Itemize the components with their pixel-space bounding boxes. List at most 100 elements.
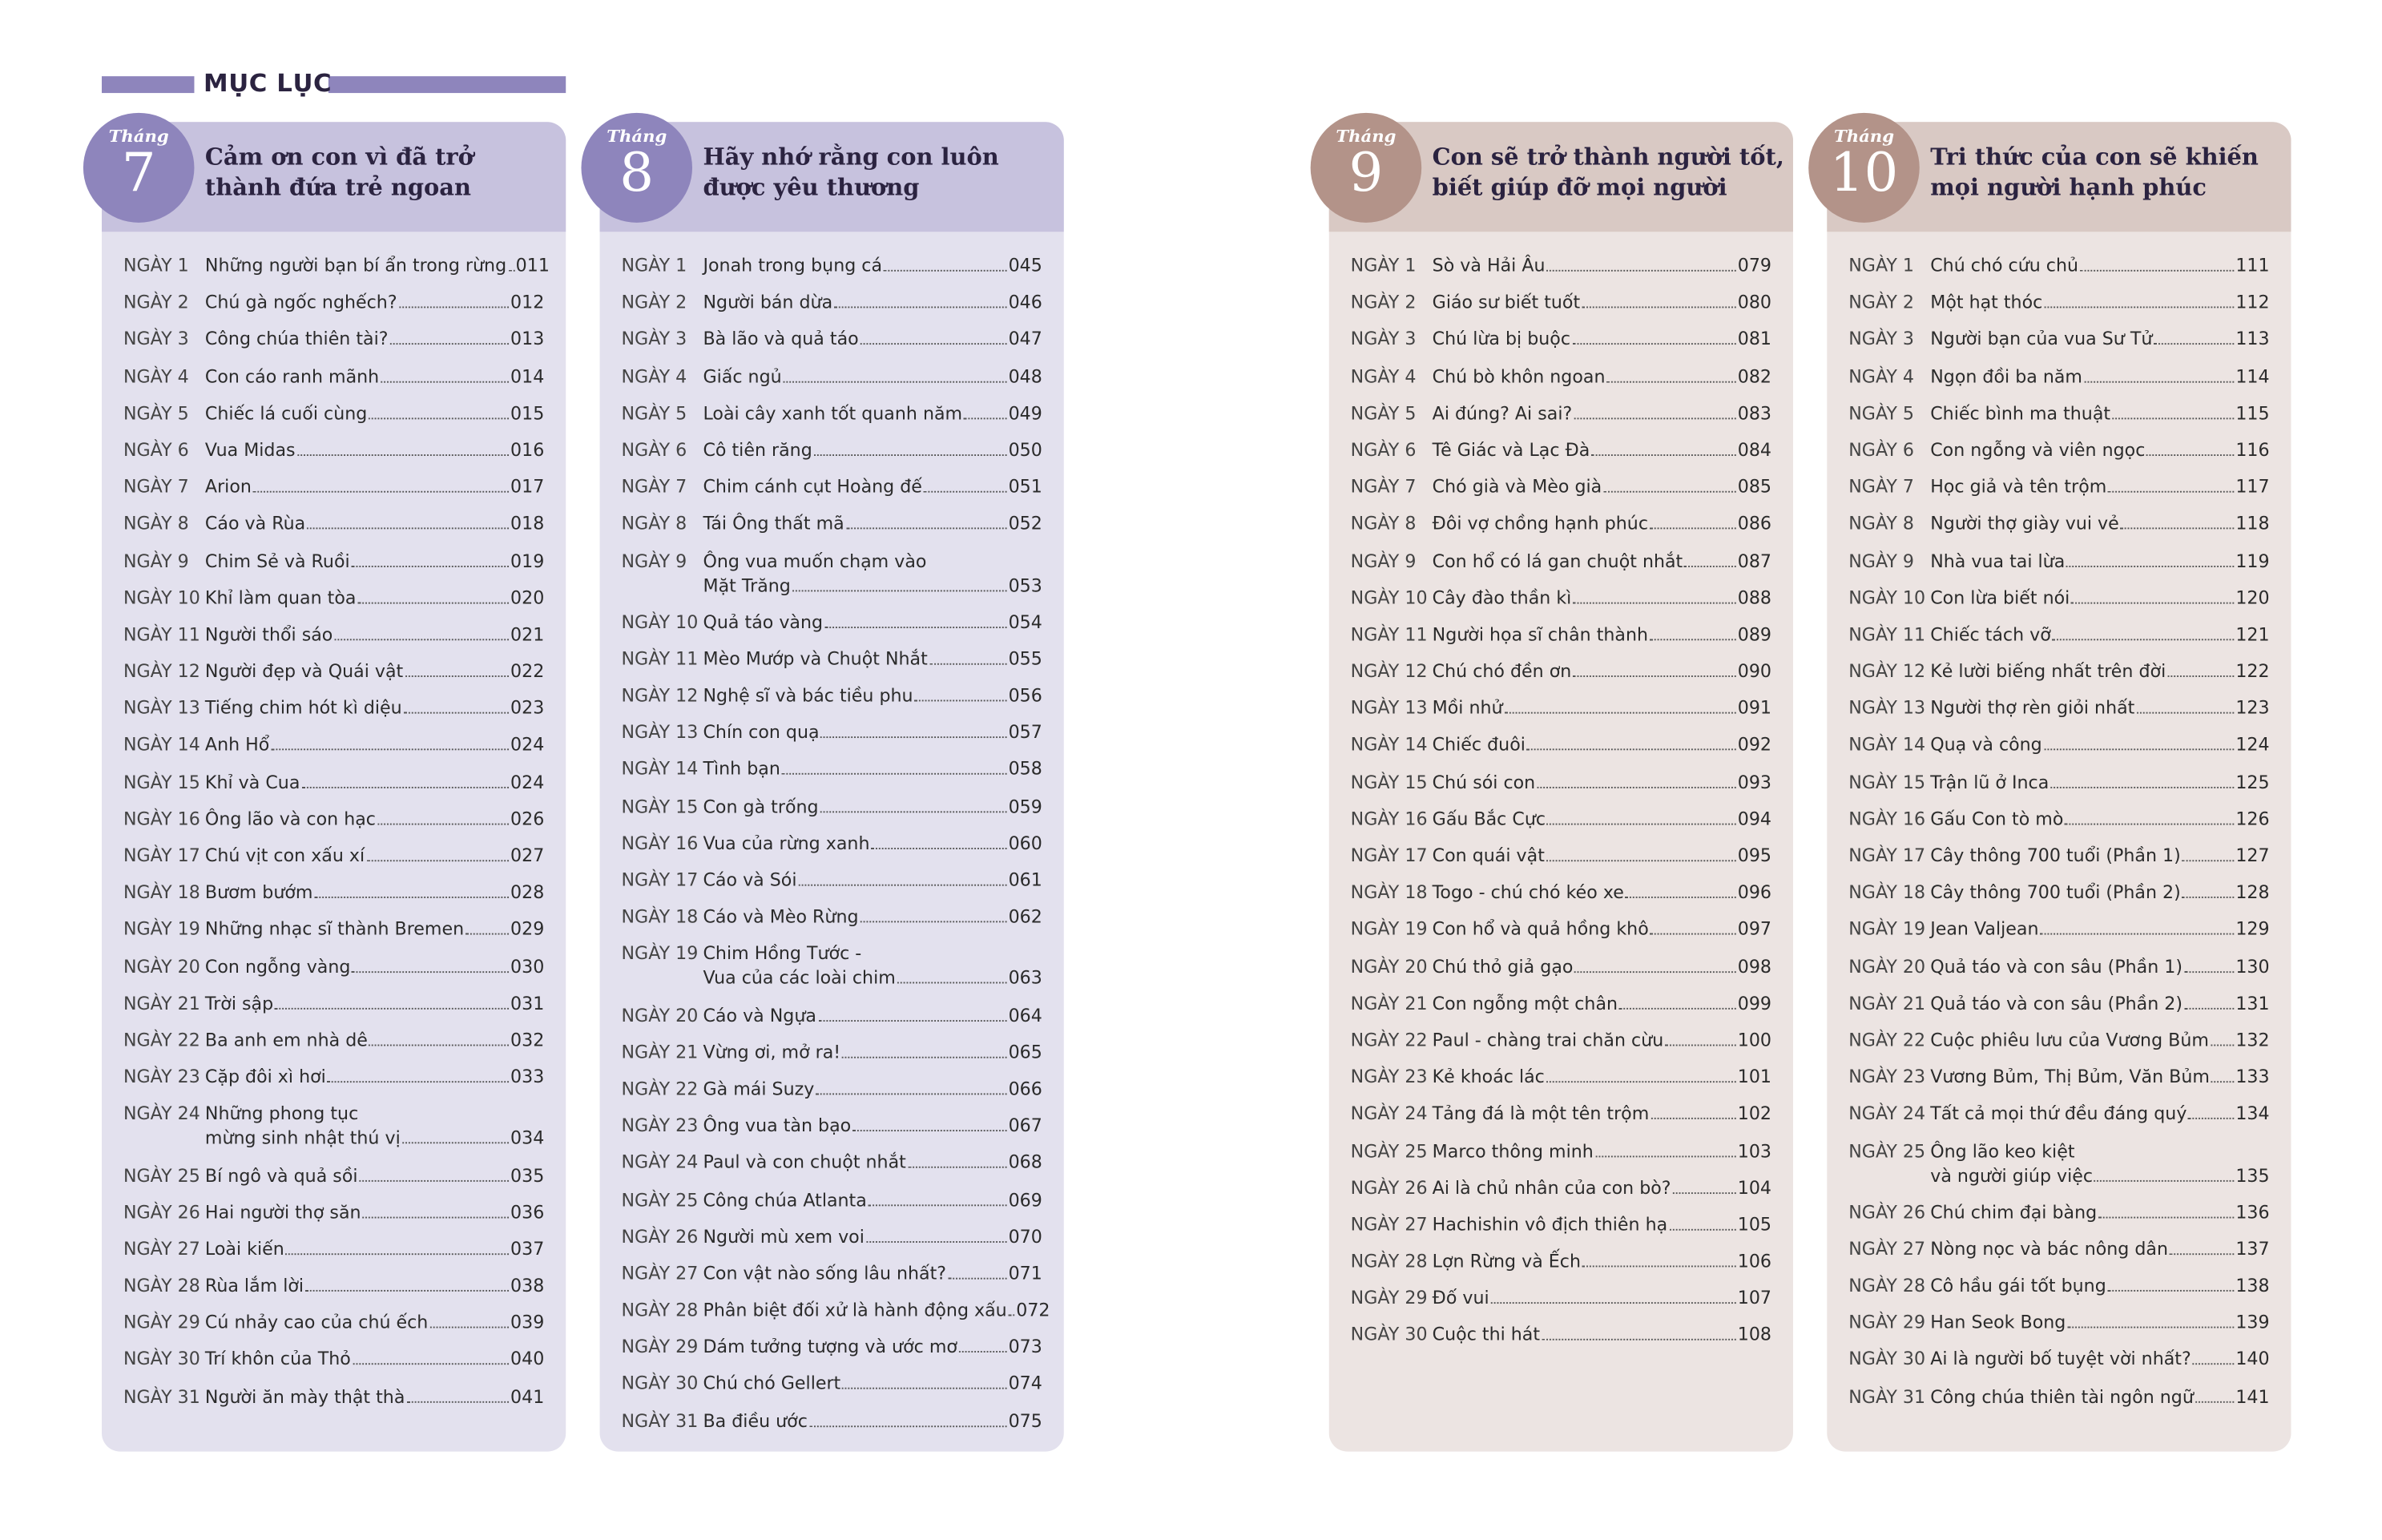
- day-label: NGÀY 13: [1848, 697, 1926, 719]
- page-number: 131: [2235, 992, 2270, 1014]
- toc-entry: NGÀY 17 Chú vịt con xấu xí 027: [123, 837, 544, 874]
- entry-title-line: Chú chó Gellert: [703, 1373, 841, 1395]
- day-label: NGÀY 17: [621, 869, 699, 891]
- entry-title: Con cáo ranh mãnh 014: [205, 364, 544, 388]
- page-number: 028: [510, 881, 545, 903]
- entry-title-line: Mồi nhử: [1432, 697, 1503, 719]
- entry-title-line: Sò và Hải Âu: [1432, 254, 1546, 276]
- entry-last-line: Bươm bướm 028: [205, 880, 544, 904]
- toc-entry: NGÀY 22 Ba anh em nhà dê 032: [123, 1022, 544, 1058]
- day-label: NGÀY 9: [1350, 550, 1417, 571]
- dot-leader: [377, 823, 510, 825]
- entry-title: Ai đúng? Ai sai? 083: [1433, 401, 1771, 425]
- page-number: 105: [1737, 1213, 1772, 1236]
- entry-last-line: Con ngỗng một chân 099: [1433, 990, 1771, 1014]
- dot-leader: [398, 306, 510, 308]
- entry-title-line: Vua của các loài chim: [703, 967, 896, 989]
- entry-title: Tái Ông thất mã 052: [703, 511, 1042, 535]
- toc-entry: NGÀY 7 Học giả và tên trộm 117: [1848, 468, 2269, 505]
- entry-title-line: Mặt Trăng: [703, 574, 791, 596]
- page-number: 127: [2235, 845, 2270, 866]
- entry-last-line: Vua Midas 016: [205, 437, 544, 462]
- entry-title-line: Người ăn mày thật thà: [204, 1385, 405, 1407]
- entry-title: Con ngỗng một chân 099: [1433, 990, 1771, 1014]
- dot-leader: [271, 749, 510, 752]
- entry-last-line: Người thổi sáo 021: [205, 622, 544, 646]
- toc-entry: NGÀY 10 Quả táo vàng 054: [621, 603, 1042, 640]
- dot-leader: [314, 897, 510, 899]
- page-number: 039: [510, 1312, 545, 1333]
- toc-entry: NGÀY 16 Vua của rừng xanh 060: [621, 824, 1042, 861]
- entry-last-line: Cô tiên răng 050: [703, 437, 1042, 462]
- toc-entry: NGÀY 12 Người đẹp và Quái vật 022: [123, 653, 544, 690]
- entry-title-line: Tê Giác và Lạc Đà: [1432, 438, 1590, 461]
- entry-title-line: Ai là người bố tuyệt vời nhất?: [1930, 1349, 2191, 1370]
- month-title-line: biết giúp đỡ mọi người: [1432, 173, 1727, 202]
- entry-last-line: Nòng nọc và bác nông dân 137: [1930, 1236, 2269, 1260]
- entry-title-line: Arion: [204, 475, 252, 498]
- entry-title: Bà lão và quả táo 047: [703, 327, 1042, 351]
- entry-last-line: Kẻ khoác lác 101: [1433, 1065, 1771, 1089]
- dot-leader: [2154, 343, 2235, 345]
- entry-title: Vương Bủm, Thị Bủm, Văn Bủm 133: [1930, 1065, 2269, 1089]
- entry-title-line: Quạ và công: [1930, 734, 2042, 756]
- day-label: NGÀY 3: [123, 328, 189, 350]
- entry-title: Cuộc thi hát 108: [1433, 1323, 1771, 1347]
- dot-leader: [2108, 491, 2235, 493]
- month-title: Cảm ơn con vì đã trở thành đứa trẻ ngoan: [205, 142, 562, 203]
- day-label: NGÀY 26: [123, 1200, 200, 1223]
- entry-title-line: Tái Ông thất mã: [703, 513, 844, 534]
- entry-title-line: Vua Midas: [204, 438, 296, 461]
- entry-last-line: Chú gà ngốc nghếch? 012: [205, 290, 544, 314]
- entry-title-line: Học giả và tên trộm: [1930, 475, 2107, 498]
- dot-leader: [2169, 1253, 2235, 1255]
- toc-entry: NGÀY 13 Tiếng chim hót kì diệu 023: [123, 690, 544, 727]
- toc-entry: NGÀY 21 Vừng ơi, mở ra! 065: [621, 1034, 1042, 1070]
- day-label: NGÀY 15: [1350, 771, 1428, 792]
- month-label: Tháng: [108, 126, 169, 147]
- entry-title-line: Ông vua tàn bạo: [703, 1115, 852, 1136]
- dot-leader: [327, 1081, 510, 1083]
- dot-leader: [1650, 933, 1736, 936]
- toc-entry: NGÀY 14 Anh Hổ 024: [123, 727, 544, 764]
- page-number: 024: [510, 771, 545, 792]
- toc-entry: NGÀY 3 Bà lão và quả táo 047: [621, 320, 1042, 357]
- entry-title: Chó già và Mèo già 085: [1433, 474, 1771, 498]
- entry-title-line: Người bạn của vua Sư Tử: [1930, 328, 2153, 350]
- entry-title: Ba anh em nhà dê 032: [205, 1028, 544, 1052]
- dot-leader: [907, 1167, 1007, 1169]
- entry-title: Vừng ơi, mở ra! 065: [703, 1039, 1042, 1063]
- dot-leader: [1582, 306, 1736, 308]
- day-label: NGÀY 31: [123, 1385, 200, 1407]
- entry-last-line: Đố vui 107: [1433, 1286, 1771, 1310]
- entry-last-line: Quả táo và con sâu (Phần 1) 130: [1930, 953, 2269, 978]
- dot-leader: [2050, 786, 2235, 788]
- dot-leader: [897, 982, 1007, 985]
- entry-title: Kẻ khoác lác 101: [1433, 1065, 1771, 1089]
- month-title-line: được yêu thương: [703, 173, 920, 202]
- entry-last-line: Chó già và Mèo già 085: [1433, 474, 1771, 498]
- entry-last-line: Cuộc phiêu lưu của Vương Bủm 132: [1930, 1028, 2269, 1052]
- entry-last-line: Cây thông 700 tuổi (Phần 2) 128: [1930, 880, 2269, 904]
- toc-entry: NGÀY 11 Mèo Mướp và Chuột Nhắt 055: [621, 640, 1042, 677]
- entry-title-line: Người họa sĩ chân thành: [1432, 623, 1649, 645]
- month-title: Con sẽ trở thành người tốt, biết giúp đỡ …: [1433, 142, 1790, 203]
- day-label: NGÀY 15: [1848, 771, 1926, 792]
- page-number: 094: [1737, 808, 1772, 829]
- entry-title-line: Cú nhảy cao của chú ếch: [204, 1312, 429, 1333]
- entry-title-line: Bươm bướm: [204, 881, 313, 903]
- entry-title-line: Khỉ và Cua: [204, 771, 300, 792]
- month-panel: Tháng 9 Con sẽ trở thành người tốt, biết gi…: [1310, 112, 1793, 1452]
- toc-entry: NGÀY 4 Con cáo ranh mãnh 014: [123, 357, 544, 394]
- entry-title: Công chúa Atlanta 069: [703, 1187, 1042, 1211]
- page-number: 120: [2235, 587, 2270, 608]
- toc-entry: NGÀY 27 Loài kiến 037: [123, 1230, 544, 1267]
- month-title-line: Tri thức của con sẽ khiến: [1930, 143, 2259, 171]
- page-number: 114: [2235, 365, 2270, 387]
- page-number: 138: [2235, 1275, 2270, 1296]
- page-number: 089: [1737, 623, 1772, 645]
- page-number: 018: [510, 513, 545, 534]
- entry-title: Rùa lắm lời 038: [205, 1273, 544, 1297]
- day-label: NGÀY 27: [1848, 1237, 1926, 1260]
- dot-leader: [2107, 1290, 2235, 1292]
